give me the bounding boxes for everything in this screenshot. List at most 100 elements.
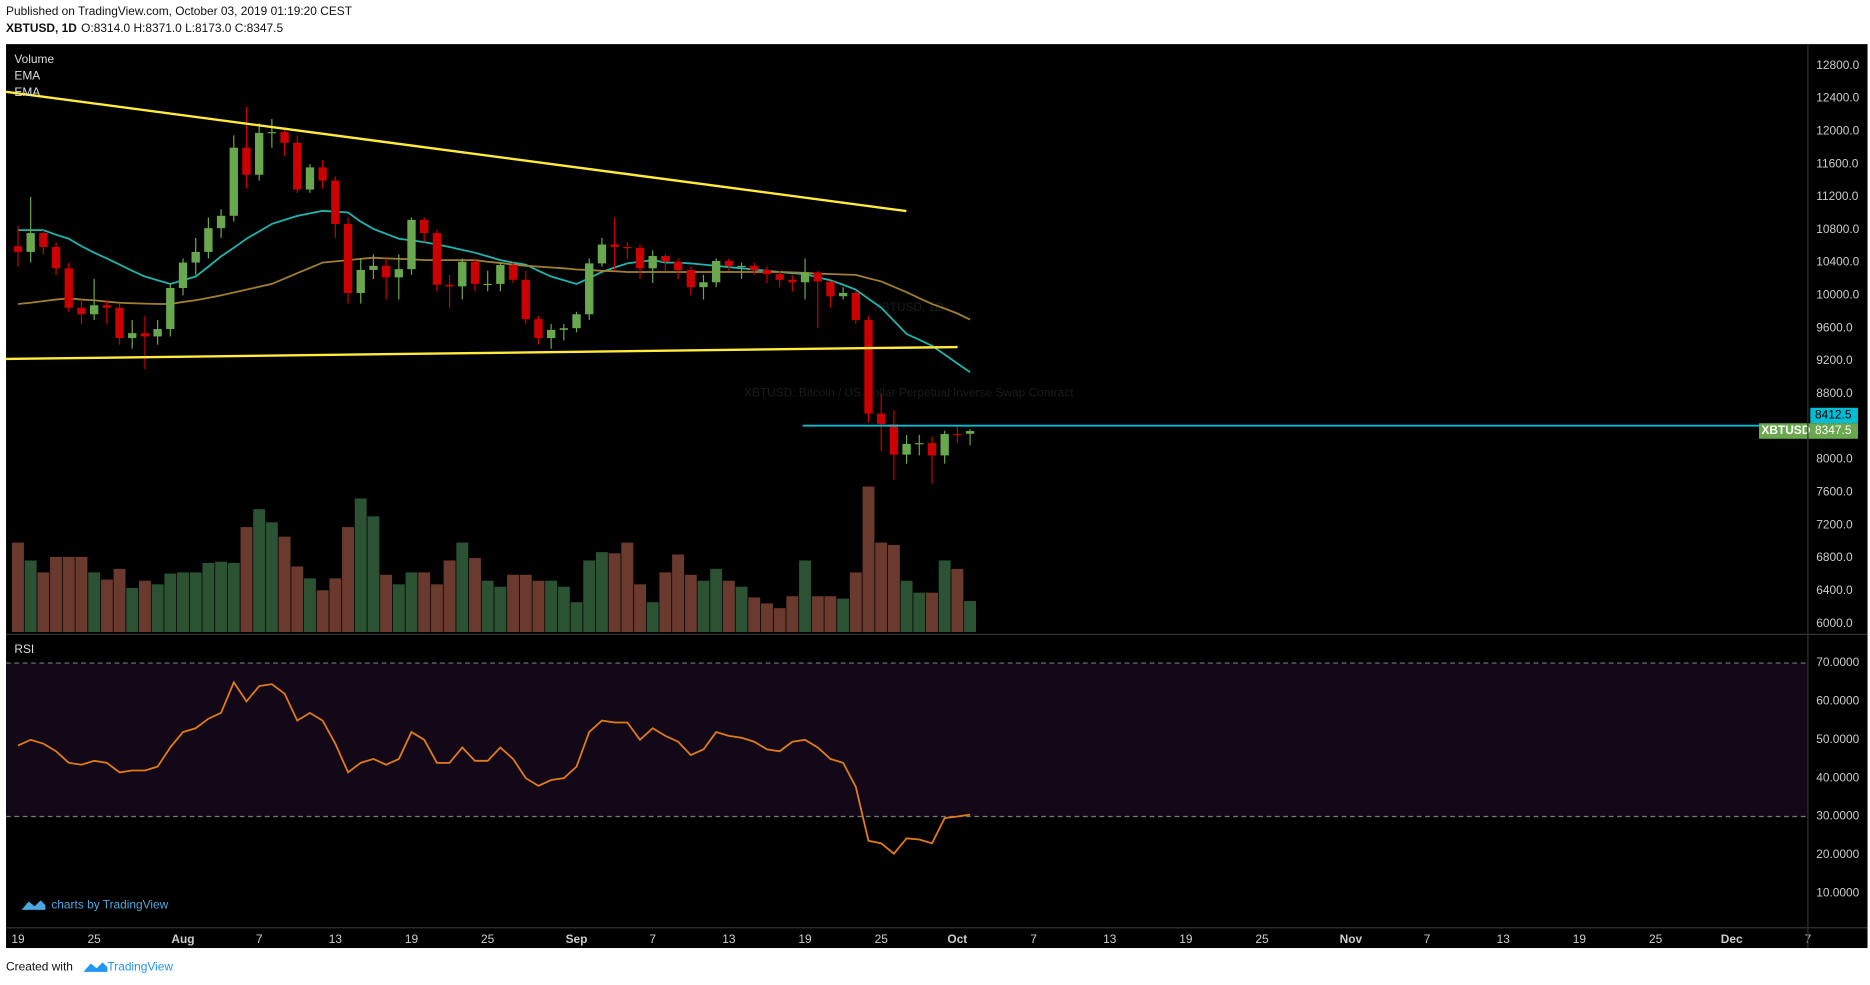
candle-body — [381, 265, 391, 278]
volume-bar — [265, 522, 278, 633]
x-tick-label: 25 — [481, 932, 495, 946]
volume-bar — [545, 580, 558, 633]
rsi-tick-label: 40.0000 — [1816, 770, 1859, 784]
y-tick-label: 12800.0 — [1816, 58, 1859, 72]
volume-bar — [595, 552, 608, 633]
ema-line — [17, 256, 971, 321]
candle-body — [572, 314, 581, 329]
attribution-text[interactable]: charts by TradingView — [51, 897, 168, 911]
volume-bar — [227, 562, 240, 633]
candle-body — [648, 256, 657, 269]
candle-body — [128, 333, 137, 339]
x-tick-label: 13 — [1103, 932, 1117, 946]
volume-bar — [938, 560, 951, 633]
volume-bar — [456, 542, 469, 633]
candle-body — [178, 262, 188, 289]
ema-line — [17, 209, 971, 373]
x-tick-label: 25 — [1255, 932, 1269, 946]
brand[interactable]: TradingView — [107, 959, 173, 973]
candle-body — [585, 263, 594, 315]
x-tick-label: 19 — [798, 932, 812, 946]
legend-volume: Volume — [14, 52, 54, 66]
x-tick-label: 19 — [1179, 932, 1193, 946]
candle-body — [534, 319, 543, 339]
candle-body — [369, 265, 378, 270]
volume-bar — [964, 601, 977, 633]
legend-ema: EMA — [14, 85, 40, 99]
candle-body — [89, 305, 99, 315]
x-tick-label: 13 — [329, 932, 343, 946]
x-tick-label: 7 — [1424, 932, 1431, 946]
y-tick-label: 9200.0 — [1816, 353, 1853, 367]
volume-bar — [392, 584, 405, 633]
candle-body — [559, 328, 569, 330]
candle-body — [153, 329, 162, 337]
candle-body — [813, 272, 822, 282]
candle-body — [508, 265, 518, 280]
y-tick-label: 8000.0 — [1816, 452, 1853, 466]
volume-bar — [126, 587, 139, 633]
candle-body — [204, 228, 213, 252]
candle-body — [737, 265, 746, 268]
candle-body — [267, 132, 277, 134]
candle-body — [483, 283, 492, 286]
x-tick-label: 25 — [88, 932, 102, 946]
volume-bar — [583, 560, 596, 633]
candle-body — [788, 279, 797, 283]
candle-body — [458, 261, 467, 287]
volume-bar — [215, 561, 228, 633]
candle-body — [521, 279, 530, 320]
logo — [21, 900, 46, 910]
rsi-line — [17, 680, 971, 855]
x-tick-label: Nov — [1340, 932, 1363, 946]
volume-bar — [532, 580, 545, 633]
volume-bar — [672, 554, 685, 633]
candle-body — [356, 269, 365, 293]
rsi-tick-label: 70.0000 — [1816, 655, 1859, 669]
volume-bar — [202, 562, 215, 633]
volume-bar — [113, 568, 126, 633]
volume-bar — [799, 560, 811, 633]
x-tick-label: 25 — [875, 932, 889, 946]
rsi-tick-label: 20.0000 — [1816, 847, 1859, 861]
volume-bar — [684, 574, 697, 633]
volume-bar — [50, 556, 63, 633]
volume-bar — [367, 516, 380, 633]
volume-bar — [849, 572, 862, 633]
candle-body — [775, 274, 784, 280]
volume-bar — [875, 542, 888, 633]
candle-body — [877, 413, 886, 425]
candle-body — [635, 247, 645, 269]
candle-body — [26, 233, 35, 252]
volume-bar — [951, 568, 964, 633]
volume-bar — [811, 596, 824, 633]
y-tick-label: 6800.0 — [1816, 550, 1853, 564]
candle-body — [953, 434, 962, 436]
x-tick-label: 13 — [722, 932, 736, 946]
trend-line — [5, 90, 907, 213]
legend-rsi: RSI — [14, 642, 34, 656]
candle-body — [762, 269, 772, 275]
candle-body — [305, 167, 315, 190]
volume-bar — [481, 580, 494, 633]
volume-bar — [913, 592, 926, 633]
volume-bar — [710, 568, 723, 633]
candle-body — [496, 265, 505, 284]
volume-bar — [430, 584, 443, 633]
volume-bar — [494, 586, 507, 633]
attribution[interactable]: charts by TradingView — [21, 897, 169, 911]
volume-bar — [557, 586, 570, 633]
trend-line — [6, 345, 958, 361]
candle-body — [166, 288, 175, 330]
candle-body — [318, 167, 327, 181]
volume-bar — [75, 556, 88, 633]
watermark-desc: XBTUSD: Bitcoin / US Dollar Perpetual In… — [744, 386, 1074, 400]
y-tick-label: 7600.0 — [1816, 485, 1853, 499]
rsi-band — [6, 663, 1808, 817]
volume-bar — [722, 580, 735, 633]
volume-bar — [926, 592, 938, 633]
volume-bar — [862, 486, 875, 633]
volume-bar — [380, 574, 393, 633]
y-tick-label: 7200.0 — [1816, 517, 1853, 531]
